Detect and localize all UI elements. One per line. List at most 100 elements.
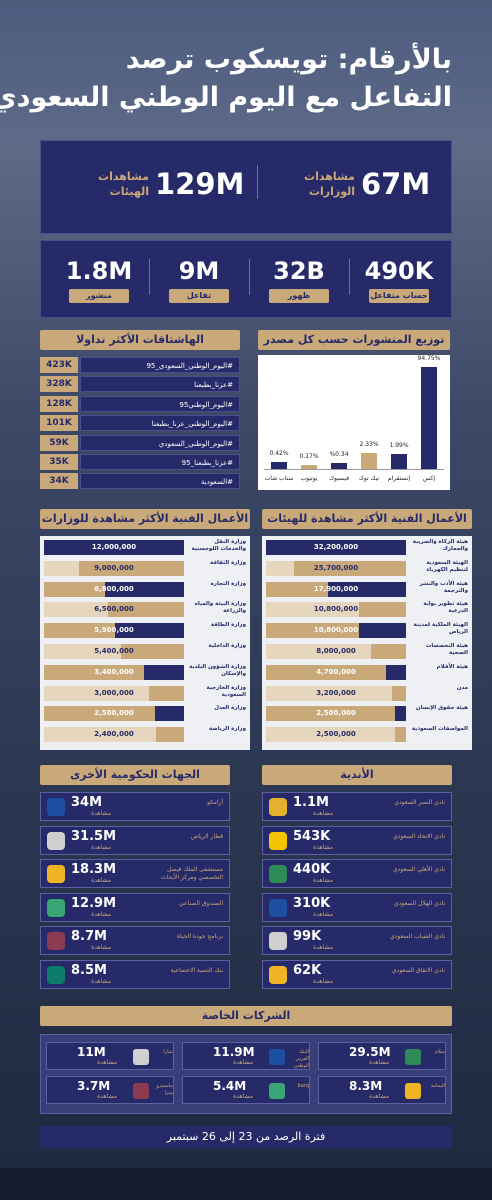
card-unit: مشاهدة xyxy=(91,877,111,884)
card-unit: مشاهدة xyxy=(313,810,333,817)
stat-label: ظهور xyxy=(269,289,329,303)
card-value: 34M xyxy=(71,795,103,810)
bar xyxy=(149,685,184,701)
card-unit: مشاهدة xyxy=(233,1059,253,1066)
summary-value: 67M xyxy=(361,167,431,201)
card-unit: مشاهدة xyxy=(369,1093,389,1100)
bar xyxy=(385,664,406,680)
bar-value: 32,200,000 xyxy=(313,543,359,551)
bar xyxy=(328,581,406,597)
stats-panel: 490K حساب متفاعل 32B ظهور 9M تفاعل 1.8M منشور xyxy=(40,240,452,318)
card-name: قطار الرياض xyxy=(191,832,223,840)
card-value: 29.5M xyxy=(349,1045,391,1059)
logo xyxy=(405,1049,421,1065)
card-name: الصندوق الصناعي xyxy=(178,899,223,907)
logo xyxy=(269,898,287,917)
company-card: barq 5.4M مشاهدة xyxy=(182,1076,310,1104)
bar xyxy=(361,452,377,469)
row-name: مدن xyxy=(456,684,468,691)
bar xyxy=(331,462,347,469)
hashtag-count: 101K xyxy=(40,415,78,432)
row-name: وزارة الرياضة xyxy=(209,726,246,733)
card-unit: مشاهدة xyxy=(91,810,111,817)
period: فترة الرصد من 23 إلى 26 سبتمبر xyxy=(40,1126,452,1148)
card: 31.5M مشاهدة قطار الرياض xyxy=(40,825,230,855)
row-name: هيئة التخصصات الصحية xyxy=(425,643,468,656)
title-line: التفاعل مع اليوم الوطني السعودي 95 xyxy=(0,82,452,113)
bar-value: 2,500,000 xyxy=(316,709,356,718)
bar xyxy=(44,540,184,555)
card-name: سلام xyxy=(434,1049,445,1055)
bar-track xyxy=(44,706,184,722)
card-value: 310K xyxy=(293,895,331,911)
hashtag: #عزنا_بطبعنا_95 xyxy=(80,454,240,470)
company-card: تمارا 11M مشاهدة xyxy=(46,1042,174,1070)
card-value: 543K xyxy=(293,828,331,844)
card-unit: مشاهدة xyxy=(369,1059,389,1066)
card: 8.5M مشاهدة بنك التنمية الاجتماعية xyxy=(40,959,230,989)
row-name: هيئة الزكاة والضريبة والجمارك xyxy=(412,539,468,552)
section-header: الجهات الحكومية الأخرى xyxy=(40,765,230,785)
bar-value: 6,800,000 xyxy=(94,584,134,593)
logo xyxy=(405,1083,421,1099)
card-value: 440K xyxy=(293,862,331,877)
bar-value: 2,500,000 xyxy=(94,709,134,718)
summary-value: 129M xyxy=(155,167,245,201)
summary-label: مشاهدات الهيئات xyxy=(98,170,149,198)
card-name: نادي الاتحاد السعودي xyxy=(392,832,445,840)
bar-value: 17,900,000 xyxy=(313,584,359,593)
bar xyxy=(359,602,406,618)
card-name: نادي الهلال السعودي xyxy=(393,899,445,907)
card-value: 8.5M xyxy=(71,962,107,978)
logo xyxy=(47,965,65,984)
row-name: هيئة الأفلام xyxy=(436,663,468,670)
bar-value: 25,700,000 xyxy=(313,563,359,572)
bar xyxy=(79,560,184,576)
logo xyxy=(133,1083,149,1099)
category-label: يوتيوب xyxy=(300,475,318,482)
summary-label: مشاهدات الوزارات xyxy=(304,170,355,198)
bar xyxy=(371,644,406,659)
section-header: الأعمال الفنية الأكثر مشاهدة للوزارات xyxy=(40,509,250,529)
card: 1.1M مشاهدة نادي النصر السعودي xyxy=(262,792,452,821)
card-value: 1.1M xyxy=(293,795,329,810)
works-panel: 12,000,000 وزارة النقل والخدمات اللوجستية… xyxy=(40,536,250,750)
row-name: هيئة تطوير بوابة الدرعية xyxy=(423,601,468,615)
bar-value: 10,800,000 xyxy=(313,605,359,614)
row-name: وزارة الداخلية xyxy=(208,643,246,649)
hashtag: #السعودية xyxy=(80,473,240,490)
row-name: وزارة الشؤون البلدية والإسكان xyxy=(189,663,246,677)
card-name: أرامكو xyxy=(207,799,223,806)
divider xyxy=(149,259,150,295)
stat-label: تفاعل xyxy=(169,289,229,303)
logo xyxy=(269,1049,285,1065)
divider xyxy=(249,259,250,295)
card: 12.9M مشاهدة الصندوق الصناعي xyxy=(40,892,230,922)
card-unit: مشاهدة xyxy=(91,944,111,951)
bar xyxy=(359,623,406,639)
logo xyxy=(269,932,287,950)
stat-value: 490K xyxy=(364,257,434,285)
section-header: الأندية xyxy=(262,765,452,785)
axis-line xyxy=(264,469,444,470)
card-value: 62K xyxy=(293,962,322,978)
logo xyxy=(269,865,287,883)
bar xyxy=(392,685,406,701)
category-label: تيك توك xyxy=(358,475,380,482)
card-name: نادي الشباب السعودي xyxy=(389,933,445,940)
bar xyxy=(395,727,406,743)
bar-value: 2,400,000 xyxy=(94,730,134,739)
bar xyxy=(104,581,184,597)
bar xyxy=(108,602,184,618)
bar-value: 6,500,000 xyxy=(94,605,134,614)
hashtag-count: 35K xyxy=(40,454,78,470)
hashtag: #اليوم_الوطني_السعودي xyxy=(80,434,240,451)
card-unit: مشاهدة xyxy=(313,977,333,985)
card-value: 3.7M xyxy=(77,1079,111,1093)
stat-value: 9M xyxy=(178,257,220,285)
card-unit: مشاهدة xyxy=(91,910,111,918)
category-label: فيسبوك xyxy=(329,475,349,482)
card-name: مستشفى الملك فيصل التخصصي ومركز الأبحاث xyxy=(160,866,223,881)
logo xyxy=(269,831,287,850)
